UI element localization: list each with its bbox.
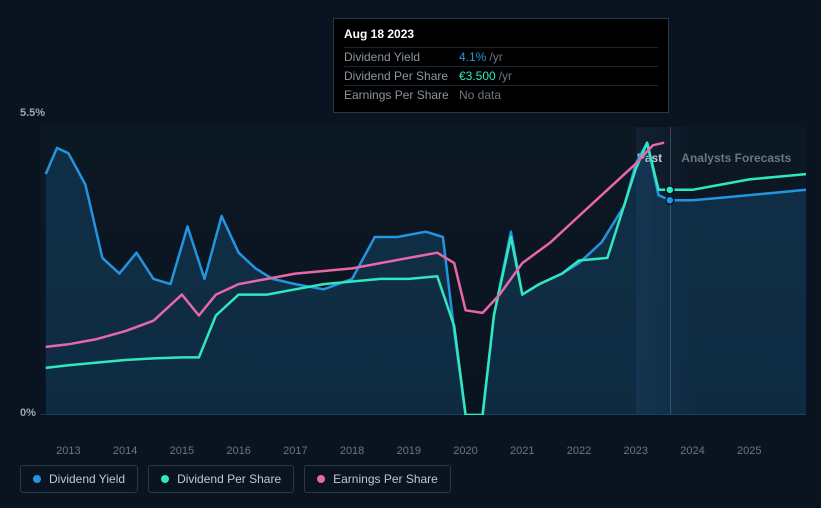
legend-item-label: Dividend Yield	[49, 472, 125, 486]
legend-item-label: Earnings Per Share	[333, 472, 438, 486]
x-tick-label: 2014	[113, 445, 137, 457]
legend-item[interactable]: Dividend Per Share	[148, 465, 294, 493]
legend-item-label: Dividend Per Share	[177, 472, 281, 486]
x-tick-label: 2018	[340, 445, 364, 457]
dividend-chart: 5.5% 0% Past Analysts Forecasts 20132014…	[20, 107, 806, 427]
x-tick-label: 2022	[567, 445, 591, 457]
legend-item[interactable]: Earnings Per Share	[304, 465, 451, 493]
tooltip-row-label: Earnings Per Share	[344, 88, 459, 102]
tooltip-row-label: Dividend Yield	[344, 50, 459, 64]
x-tick-label: 2015	[170, 445, 194, 457]
tooltip-row: Dividend Yield4.1%/yr	[344, 47, 658, 66]
x-tick-label: 2023	[624, 445, 648, 457]
x-tick-label: 2024	[680, 445, 704, 457]
x-tick-label: 2020	[453, 445, 477, 457]
legend-dot-icon	[161, 475, 169, 483]
tooltip-row-label: Dividend Per Share	[344, 69, 459, 83]
legend-item[interactable]: Dividend Yield	[20, 465, 138, 493]
legend-dot-icon	[33, 475, 41, 483]
x-tick-label: 2025	[737, 445, 761, 457]
x-tick-label: 2019	[397, 445, 421, 457]
tooltip-row-value: €3.500/yr	[459, 69, 658, 83]
legend-dot-icon	[317, 475, 325, 483]
x-tick-label: 2013	[56, 445, 80, 457]
tooltip-row-value: 4.1%/yr	[459, 50, 658, 64]
tooltip-row-unit: /yr	[499, 69, 512, 83]
tooltip-row-value: No data	[459, 88, 658, 102]
x-tick-label: 2021	[510, 445, 534, 457]
chart-legend: Dividend Yield Dividend Per Share Earnings…	[20, 465, 451, 493]
chart-tooltip: Aug 18 2023 Dividend Yield4.1%/yrDividen…	[333, 18, 669, 113]
tooltip-row-unit: /yr	[489, 50, 502, 64]
tooltip-date: Aug 18 2023	[344, 27, 658, 41]
tooltip-row: Earnings Per ShareNo data	[344, 85, 658, 104]
x-tick-label: 2016	[226, 445, 250, 457]
x-tick-label: 2017	[283, 445, 307, 457]
y-axis-max: 5.5%	[20, 107, 45, 119]
tooltip-row: Dividend Per Share€3.500/yr	[344, 66, 658, 85]
y-axis-min: 0%	[20, 407, 36, 419]
chart-svg	[40, 127, 806, 415]
